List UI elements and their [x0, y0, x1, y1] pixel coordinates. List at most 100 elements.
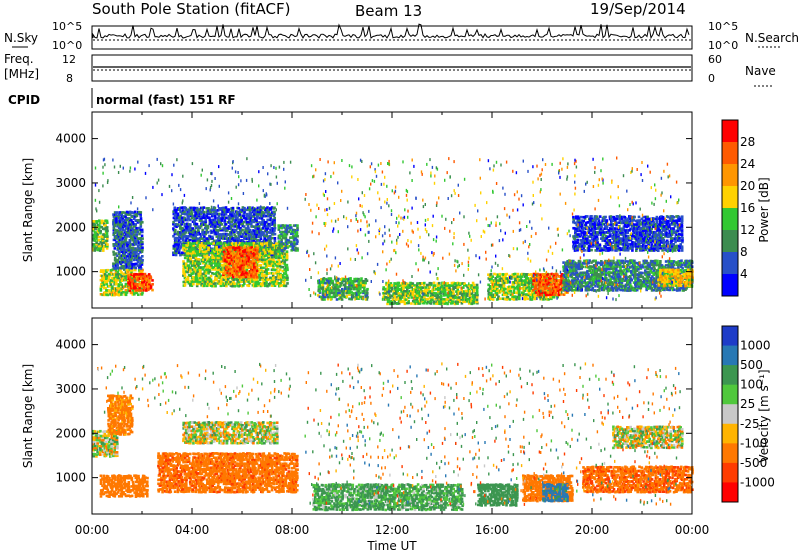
heatmap-cell	[229, 223, 232, 226]
heatmap-cell	[248, 212, 251, 216]
heatmap-cell	[120, 271, 123, 274]
heatmap-cell	[134, 266, 138, 270]
heatmap-cell	[96, 233, 99, 236]
heatmap-cell	[202, 250, 206, 254]
heatmap-cell	[222, 210, 225, 213]
heatmap-cell	[128, 235, 132, 238]
heatmap-cell	[256, 280, 260, 284]
heatmap-cell	[250, 222, 253, 226]
heatmap-cell	[247, 266, 251, 269]
heatmap-cell	[190, 247, 194, 251]
heatmap-cell	[131, 280, 134, 284]
heatmap-cell	[134, 282, 137, 286]
heatmap-cell	[103, 273, 107, 276]
heatmap-cell	[227, 225, 231, 228]
heatmap-cell	[249, 237, 253, 240]
heatmap-cell	[295, 238, 299, 242]
heatmap-cell	[262, 220, 265, 224]
heatmap-cell	[406, 285, 409, 289]
heatmap-cell	[104, 226, 108, 229]
heatmap-cell	[203, 246, 206, 249]
heatmap-cell	[244, 228, 247, 232]
heatmap-cell	[241, 232, 245, 236]
heatmap-cell	[491, 275, 494, 278]
heatmap-cell	[125, 258, 129, 262]
heatmap-cell	[222, 278, 225, 281]
heatmap-cell	[105, 278, 109, 282]
heatmap-cell	[116, 286, 119, 290]
heatmap-cell	[231, 271, 234, 275]
heatmap-cell	[266, 261, 269, 265]
heatmap-cell	[269, 276, 272, 280]
heatmap-cell	[218, 261, 221, 265]
heatmap-cell	[135, 233, 139, 236]
heatmap-cell	[212, 260, 216, 263]
heatmap-cell	[189, 284, 192, 287]
heatmap-cell	[424, 286, 427, 289]
heatmap-cell	[126, 227, 129, 230]
heatmap-cell	[259, 266, 263, 269]
heatmap-cell	[340, 298, 344, 301]
heatmap-cell	[262, 258, 265, 262]
heatmap-cell	[140, 263, 144, 266]
heatmap-cell	[131, 265, 134, 268]
heatmap-cell	[285, 256, 289, 260]
heatmap-cell	[197, 261, 200, 265]
heatmap-cell	[125, 213, 129, 216]
heatmap-cell	[411, 284, 415, 287]
heatmap-cell	[135, 212, 139, 216]
heatmap-cell	[255, 235, 258, 239]
heatmap-cell	[93, 225, 97, 228]
heatmap-cell	[273, 253, 276, 257]
heatmap-cell	[290, 230, 293, 234]
heatmap-cell	[191, 268, 195, 271]
heatmap-cell	[324, 281, 327, 285]
heatmap-cell	[230, 214, 234, 218]
heatmap-cell	[117, 242, 121, 246]
heatmap-cell	[225, 278, 228, 282]
heatmap-cell	[240, 244, 243, 247]
heatmap-cell	[275, 254, 278, 258]
heatmap-cell	[364, 291, 368, 295]
heatmap-cell	[228, 234, 232, 238]
heatmap-cell	[280, 274, 283, 277]
heatmap-cell	[219, 257, 223, 261]
heatmap-cell	[210, 208, 214, 212]
heatmap-cell	[104, 243, 108, 246]
heatmap-cell	[261, 271, 264, 275]
heatmap-cell	[336, 281, 340, 285]
heatmap-cell	[176, 247, 179, 251]
heatmap-cell	[516, 272, 520, 276]
heatmap-cell	[262, 269, 265, 273]
heatmap-cell	[218, 224, 221, 228]
heatmap-cell	[229, 250, 232, 253]
heatmap-cell	[194, 213, 197, 216]
heatmap-cell	[186, 249, 189, 253]
heatmap-cell	[247, 220, 251, 224]
heatmap-cell	[131, 215, 134, 219]
heatmap-cell	[105, 231, 109, 235]
heatmap-cell	[223, 220, 226, 224]
heatmap-cell	[139, 260, 142, 264]
heatmap-cell	[95, 235, 98, 238]
heatmap-cell	[211, 272, 214, 275]
heatmap-cell	[120, 283, 123, 286]
heatmap-cell	[284, 224, 287, 227]
heatmap-cell	[106, 235, 109, 238]
heatmap-cell	[105, 247, 109, 250]
heatmap-cell	[286, 276, 289, 280]
heatmap-cell	[227, 254, 231, 257]
heatmap-cell	[232, 246, 235, 249]
heatmap-cell	[230, 216, 233, 220]
heatmap-cell	[334, 277, 337, 281]
heatmap-cell	[130, 234, 133, 238]
heatmap-cell	[236, 273, 239, 276]
heatmap-cell	[176, 223, 179, 226]
heatmap-cell	[416, 302, 419, 305]
heatmap-cell	[245, 222, 249, 226]
heatmap-cell	[138, 270, 141, 274]
heatmap-cell	[213, 212, 217, 215]
heatmap-cell	[206, 216, 210, 219]
heatmap-cell	[393, 286, 397, 289]
heatmap-cell	[328, 281, 331, 285]
